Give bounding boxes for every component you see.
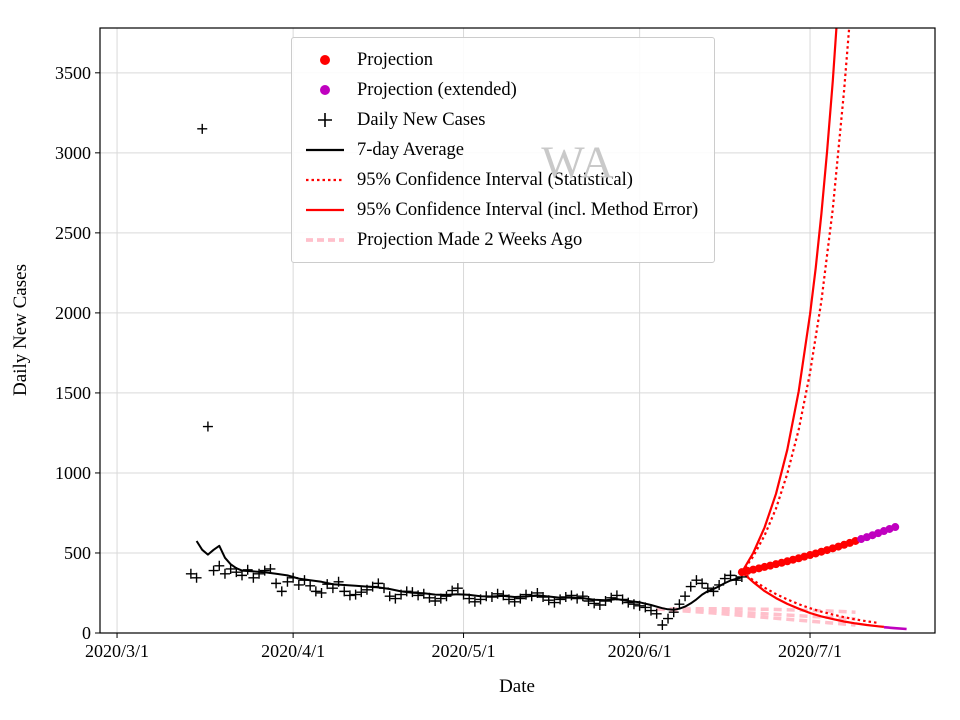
x-tick-label: 2020/7/1 [778,641,842,661]
series-95-confidence-interval-statistical-lower [741,571,879,624]
legend: Projection Projection (extended) Daily New… [291,37,716,263]
y-tick-label: 3000 [55,143,91,163]
y-tick-label: 0 [82,623,91,643]
series-95-confidence-interval-statistical-upper [741,28,851,573]
legend-marker-plus-icon [318,113,332,127]
series-projection-extended [857,523,900,544]
x-tick-label: 2020/5/1 [432,641,496,661]
legend-item: 95% Confidence Interval (incl. Method Er… [302,195,698,225]
legend-item-label: Daily New Cases [357,109,486,130]
y-tick-label: 1000 [55,463,91,483]
legend-marker-dashed-icon [306,238,344,242]
legend-item-label: Projection [357,49,434,70]
series-projection [737,536,860,577]
y-axis-label: Daily New Cases [10,264,31,396]
legend-marker-dot-icon [320,55,330,65]
legend-item: Daily New Cases [302,105,698,135]
legend-item-label: Projection Made 2 Weeks Ago [357,229,583,250]
series-daily-new-cases [185,123,747,630]
y-tick-label: 2000 [55,303,91,323]
legend-item-label: 95% Confidence Interval (Statistical) [357,169,633,190]
legend-item: Projection (extended) [302,75,698,105]
legend-item: Projection [302,45,698,75]
legend-item: 7-day Average [302,135,698,165]
legend-item-label: 95% Confidence Interval (incl. Method Er… [357,199,699,220]
x-axis-label: Date [499,676,535,697]
x-tick-label: 2020/4/1 [261,641,325,661]
legend-item-label: Projection (extended) [357,79,517,100]
legend-item: Projection Made 2 Weeks Ago [302,225,698,255]
plot-frame [99,27,936,634]
y-tick-label: 500 [64,543,91,563]
legend-item: 95% Confidence Interval (Statistical) [302,165,698,195]
series-95-confidence-interval-incl-method-error-lower [741,571,885,628]
series-layer [185,28,907,631]
series-95-confidence-interval-incl-method-error-upper [740,28,838,573]
y-tick-label: 3500 [55,63,91,83]
y-tick-label: 1500 [55,383,91,403]
x-tick-label: 2020/6/1 [608,641,672,661]
legend-marker-line-icon [306,148,344,152]
legend-marker-solid-icon [306,208,344,212]
x-tick-label: 2020/3/1 [85,641,149,661]
legend-marker-dotted-icon [306,178,344,182]
series-confidence-interval-extended-tail [883,625,907,631]
legend-marker-dot-icon [320,85,330,95]
legend-item-label: 7-day Average [357,139,465,160]
y-tick-label: 2500 [55,223,91,243]
